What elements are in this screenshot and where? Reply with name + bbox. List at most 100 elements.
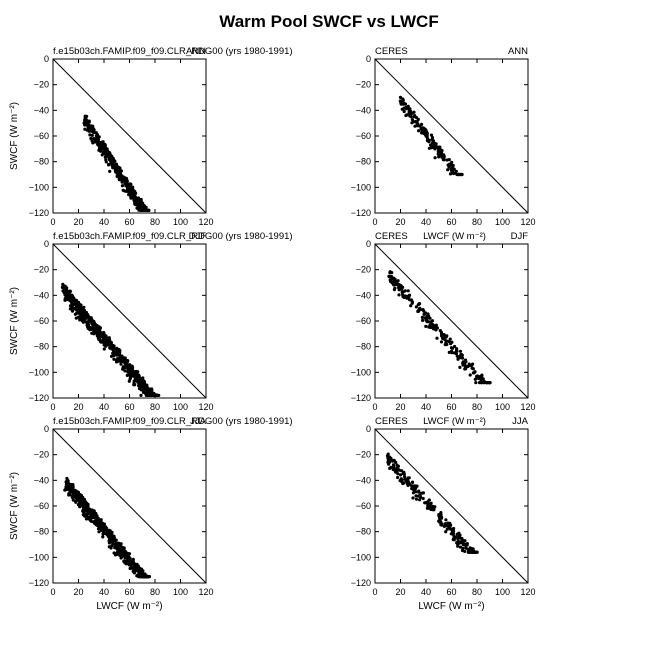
data-point [458, 533, 462, 537]
data-point [84, 119, 89, 123]
data-point [423, 316, 427, 320]
data-point [440, 523, 444, 527]
panel-left-label: CERES [375, 416, 408, 427]
data-point [388, 466, 392, 470]
data-point [97, 523, 101, 527]
data-point [97, 333, 101, 337]
data-point [111, 161, 115, 165]
x-tick-label: 0 [50, 217, 55, 227]
data-point [414, 497, 419, 501]
one-to-one-line [374, 58, 529, 214]
data-point [128, 369, 132, 373]
data-point [117, 178, 121, 182]
x-tick-label: 0 [50, 402, 55, 412]
x-tick-label: 40 [99, 217, 109, 227]
data-point [407, 482, 411, 486]
data-point [455, 354, 459, 358]
x-tick-label: 100 [495, 587, 510, 597]
y-tick-label: −20 [356, 450, 371, 460]
data-point [423, 501, 427, 505]
data-point [402, 109, 406, 114]
data-point [428, 504, 432, 509]
data-point [79, 502, 83, 506]
data-point [100, 153, 104, 157]
data-point [113, 350, 117, 354]
data-point [100, 528, 104, 532]
data-point [404, 113, 408, 118]
panel-model-jja: 0 20 40 60 80 100 120 0 −20 −40 −60 −80 −100 −120 f.e1… [9, 416, 293, 612]
data-point [426, 506, 430, 510]
data-point [458, 365, 462, 369]
data-point [144, 393, 148, 397]
one-to-one-line [52, 58, 207, 214]
data-point [93, 519, 97, 523]
data-point [469, 547, 473, 551]
data-point [86, 322, 90, 326]
data-point [96, 330, 100, 334]
data-point [441, 158, 445, 162]
data-point [89, 518, 93, 522]
data-point [123, 177, 127, 182]
y-axis-label: SWCF (W m⁻²) [9, 287, 20, 355]
data-point [128, 556, 132, 561]
data-point [429, 501, 433, 505]
x-tick-label: 40 [421, 587, 431, 597]
y-tick-label: −40 [356, 290, 371, 300]
data-point [141, 382, 145, 386]
data-point [132, 562, 136, 566]
data-point [463, 549, 467, 554]
y-tick-label: −120 [351, 208, 371, 218]
y-tick-label: −40 [356, 105, 371, 115]
data-point [464, 367, 468, 371]
data-point [118, 544, 122, 548]
data-point [410, 487, 414, 491]
data-point [99, 340, 103, 344]
x-tick-label: 20 [73, 402, 83, 412]
data-point [90, 514, 95, 518]
y-tick-label: −80 [356, 157, 371, 167]
data-point [418, 498, 422, 502]
data-point [136, 379, 140, 383]
panel-ceres-djf: 0 20 40 60 80 100 120 0 −20 −40 −60 −80 −100 −120 CERE… [351, 231, 536, 412]
data-point [95, 323, 99, 328]
data-point [442, 524, 446, 529]
y-tick-label: −120 [29, 208, 49, 218]
data-point [464, 546, 468, 550]
data-point [86, 125, 90, 130]
data-point [121, 365, 125, 369]
y-tick-label: −40 [34, 290, 49, 300]
y-tick-label: −100 [29, 367, 49, 377]
data-point [456, 357, 460, 361]
data-point [98, 327, 102, 331]
data-point [439, 332, 444, 336]
data-point [406, 289, 410, 293]
x-tick-label: 40 [421, 402, 431, 412]
data-point [411, 496, 415, 500]
data-point [108, 529, 112, 533]
y-tick-label: −20 [34, 450, 49, 460]
data-point [452, 526, 456, 531]
data-point [403, 294, 407, 298]
data-point [127, 559, 131, 564]
data-point [401, 472, 405, 476]
data-point [396, 475, 400, 480]
data-point [119, 169, 123, 173]
panel-season-label: DJF [189, 231, 207, 242]
panel-xlabel-top: LWCF (W m⁻²) [423, 231, 486, 242]
data-point [76, 306, 80, 310]
data-point [107, 535, 111, 539]
data-point [69, 299, 73, 303]
data-point [427, 314, 431, 318]
data-point [71, 492, 76, 496]
x-tick-label: 60 [124, 402, 134, 412]
data-point [426, 500, 430, 504]
x-tick-label: 0 [372, 402, 377, 412]
data-point [121, 359, 125, 363]
data-point [126, 366, 130, 370]
data-point [402, 106, 406, 110]
data-point [124, 562, 128, 566]
data-point [464, 360, 468, 364]
data-point [104, 334, 108, 338]
data-point [456, 544, 460, 548]
